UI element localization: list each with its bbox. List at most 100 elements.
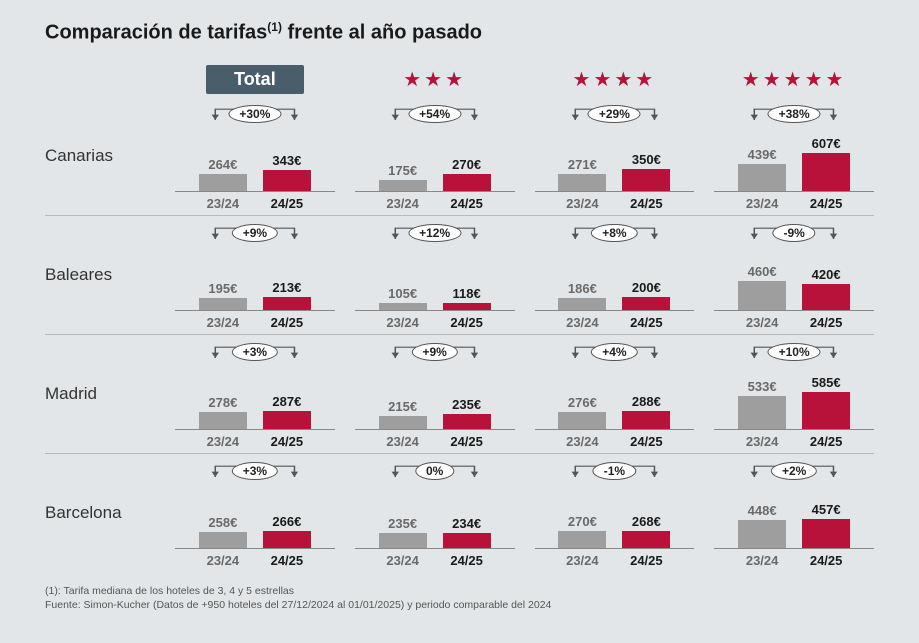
- bar-col-curr: 118€: [440, 286, 494, 310]
- period-prev: 23/24: [376, 315, 430, 330]
- bars-wrap: 235€234€: [355, 516, 515, 549]
- value-label-prev: 276€: [568, 395, 597, 410]
- period-curr: 24/25: [260, 196, 314, 211]
- value-label-curr: 213€: [272, 280, 301, 295]
- column-header-stars-5: ★★★★★: [714, 63, 874, 97]
- bars-wrap: 448€ 457€: [714, 502, 874, 549]
- period-prev: 23/24: [735, 434, 789, 449]
- chart-cell: +8%186€200€23/2424/25: [535, 216, 695, 334]
- period-row: 23/2424/25: [175, 434, 335, 449]
- period-row: 23/2424/25: [175, 553, 335, 568]
- bars-wrap: 175€270€: [355, 157, 515, 192]
- row-label: Madrid: [45, 335, 155, 453]
- bars-wrap: 264€343€: [175, 153, 335, 192]
- period-curr: 24/25: [619, 196, 673, 211]
- bar-col-prev: 195€: [196, 281, 250, 310]
- bar-curr: [443, 303, 491, 310]
- period-row: 23/24 24/25: [175, 315, 335, 330]
- bars-wrap: 186€ 200€: [535, 280, 695, 311]
- bar-prev: [738, 520, 786, 548]
- chart-cell: 0%235€234€23/2424/25: [355, 454, 515, 572]
- bar-col-curr: 288€: [619, 394, 673, 429]
- chart-cell: +30% 264€343€ 23/2424/25: [175, 97, 335, 215]
- pct-badge: +2%: [771, 462, 817, 480]
- bar-prev: [558, 298, 606, 310]
- bar-curr: [802, 519, 850, 548]
- pct-badge: +4%: [591, 343, 637, 361]
- period-curr: 24/25: [799, 553, 853, 568]
- chart-cell: +2%448€457€23/2424/25: [714, 454, 874, 572]
- footnotes: (1): Tarifa mediana de los hoteles de 3,…: [45, 584, 874, 612]
- bar-curr: [263, 531, 311, 548]
- stars-icon: ★★★★★: [742, 67, 847, 92]
- period-prev: 23/24: [376, 196, 430, 211]
- bar-curr: [263, 170, 311, 191]
- bar-col-curr: 585€: [799, 375, 853, 429]
- value-label-prev: 215€: [388, 399, 417, 414]
- value-label-prev: 235€: [388, 516, 417, 531]
- bar-curr: [443, 414, 491, 429]
- chart-cell: +12%105€118€23/2424/25: [355, 216, 515, 334]
- bar-prev: [379, 533, 427, 548]
- bar-col-prev: 271€: [555, 157, 609, 191]
- period-curr: 24/25: [799, 315, 853, 330]
- footnote-2: Fuente: Simon-Kucher (Datos de +950 hote…: [45, 598, 874, 612]
- stars-icon: ★★★: [403, 67, 466, 92]
- period-prev: 23/24: [735, 315, 789, 330]
- period-prev: 23/24: [196, 315, 250, 330]
- value-label-curr: 268€: [632, 514, 661, 529]
- row-label: Barcelona: [45, 454, 155, 572]
- bar-curr: [622, 411, 670, 429]
- bars-wrap: 460€420€: [714, 264, 874, 311]
- period-prev: 23/24: [555, 315, 609, 330]
- bars-wrap: 276€ 288€: [535, 394, 695, 430]
- title-sup: (1): [267, 20, 282, 34]
- bars-wrap: 258€266€: [175, 514, 335, 549]
- pct-badge: +30%: [228, 105, 281, 123]
- title-pre: Comparación de tarifas: [45, 22, 267, 44]
- pct-badge: +3%: [232, 343, 278, 361]
- bars-wrap: 278€ 287€: [175, 394, 335, 430]
- pct-badge: -1%: [593, 462, 636, 480]
- period-row: 23/2424/25: [175, 196, 335, 211]
- bar-curr: [802, 392, 850, 429]
- bar-col-curr: 457€: [799, 502, 853, 548]
- bar-prev: [558, 531, 606, 548]
- bars-wrap: 195€ 213€: [175, 280, 335, 311]
- bars-wrap: 105€ 118€: [355, 286, 515, 311]
- period-prev: 23/24: [376, 553, 430, 568]
- bar-col-prev: 186€: [555, 281, 609, 310]
- bar-col-prev: 215€: [376, 399, 430, 429]
- bar-curr: [622, 169, 670, 191]
- bar-prev: [738, 281, 786, 310]
- value-label-prev: 448€: [748, 503, 777, 518]
- page-title: Comparación de tarifas(1) frente al año …: [45, 20, 874, 45]
- bar-prev: [199, 532, 247, 548]
- period-prev: 23/24: [555, 553, 609, 568]
- bar-curr: [622, 531, 670, 548]
- chart-cell: +9%195€213€23/2424/25: [175, 216, 335, 334]
- pct-badge: +3%: [232, 462, 278, 480]
- value-label-curr: 287€: [272, 394, 301, 409]
- value-label-prev: 186€: [568, 281, 597, 296]
- value-label-curr: 235€: [452, 397, 481, 412]
- bar-col-curr: 350€: [619, 152, 673, 191]
- bar-prev: [558, 412, 606, 429]
- value-label-prev: 278€: [208, 395, 237, 410]
- bar-col-prev: 105€: [376, 286, 430, 310]
- chart-cell: -1%270€268€23/2424/25: [535, 454, 695, 572]
- value-label-curr: 607€: [812, 136, 841, 151]
- chart-cell: +29%271€350€23/2424/25: [535, 97, 695, 215]
- chart-cell: +54%175€270€23/2424/25: [355, 97, 515, 215]
- bar-col-prev: 276€: [555, 395, 609, 429]
- period-curr: 24/25: [799, 196, 853, 211]
- bar-col-curr: 268€: [619, 514, 673, 548]
- bar-prev: [738, 164, 786, 191]
- value-label-prev: 271€: [568, 157, 597, 172]
- period-curr: 24/25: [260, 315, 314, 330]
- pct-badge: -9%: [772, 224, 815, 242]
- value-label-curr: 200€: [632, 280, 661, 295]
- total-badge: Total: [206, 65, 304, 94]
- bar-col-curr: 420€: [799, 267, 853, 310]
- bar-col-prev: 258€: [196, 515, 250, 548]
